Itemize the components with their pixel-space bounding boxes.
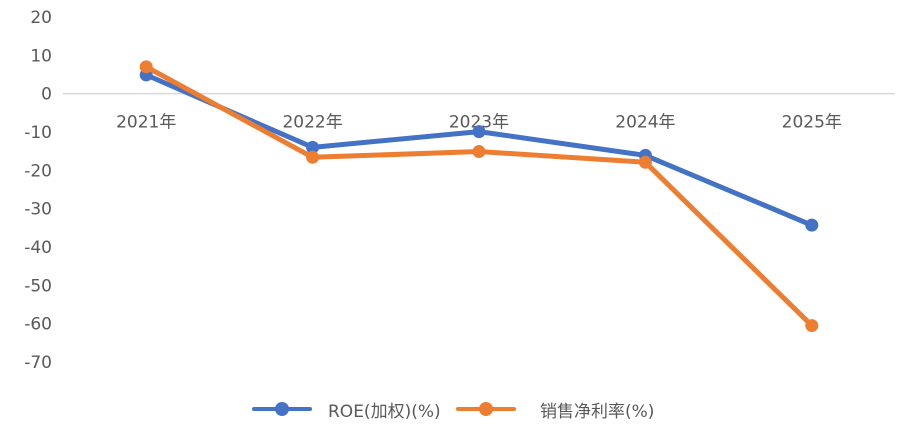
legend-dot	[275, 402, 289, 416]
legend-dot	[479, 402, 493, 416]
series-line	[143, 64, 815, 329]
y-tick-label: -50	[24, 276, 52, 296]
legend-line-marker-icon	[252, 399, 312, 419]
y-tick-label: -60	[24, 315, 52, 335]
data-point-marker	[139, 60, 153, 74]
data-point-marker	[805, 319, 819, 333]
legend-item-net-margin: 销售净利率(%)	[456, 393, 654, 425]
data-point-marker	[472, 145, 486, 159]
x-category-label: 2023年	[449, 113, 509, 133]
y-tick-label: -70	[24, 353, 52, 373]
x-category-label: 2024年	[615, 113, 675, 133]
y-tick-label: -20	[24, 161, 52, 181]
legend-label: 销售净利率(%)	[540, 401, 655, 422]
x-category-label: 2021年	[116, 113, 176, 133]
y-tick-label: 0	[41, 85, 52, 105]
data-point-marker	[805, 218, 819, 232]
series-net-margin	[139, 60, 819, 333]
legend-line-marker-icon	[456, 399, 516, 419]
y-tick-label: 10	[30, 46, 52, 66]
y-tick-label: -30	[24, 200, 52, 220]
legend-label: ROE(加权)(%)	[328, 401, 441, 422]
data-point-marker	[638, 155, 652, 169]
data-point-marker	[306, 150, 320, 164]
y-axis-ticks: 20 10 0 -10 -20 -30 -40 -50 -60 -70	[24, 8, 52, 373]
y-tick-label: -40	[24, 238, 52, 258]
data-point-marker	[472, 125, 486, 139]
x-category-label: 2025年	[782, 113, 842, 133]
legend: ROE(加权)(%) 销售净利率(%)	[0, 393, 900, 425]
x-axis-category-labels: 2021年 2022年 2023年 2024年 2025年	[116, 113, 842, 133]
data-series	[139, 60, 819, 333]
legend-item-roe: ROE(加权)(%)	[252, 393, 441, 425]
data-point-marker	[306, 140, 320, 154]
y-tick-label: -10	[24, 123, 52, 143]
x-category-label: 2022年	[282, 113, 342, 133]
y-tick-label: 20	[30, 8, 52, 28]
